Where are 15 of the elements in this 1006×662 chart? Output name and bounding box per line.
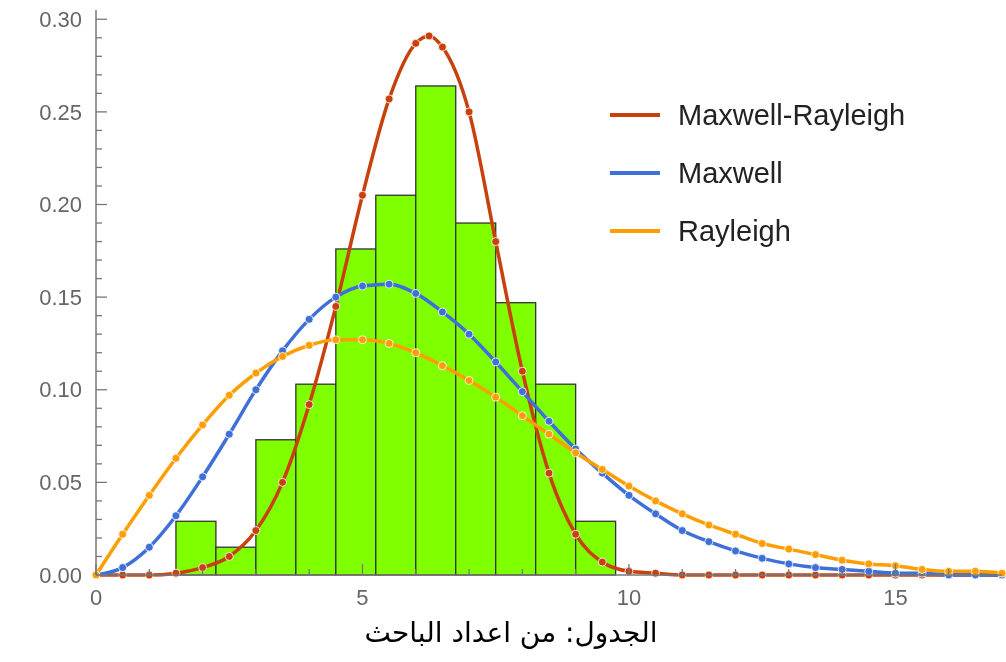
x-tick-label: 5 <box>356 585 369 610</box>
y-tick-label: 0.05 <box>39 470 82 496</box>
y-tick-label: 0.00 <box>39 562 82 588</box>
x-tick-label: 10 <box>616 585 642 610</box>
y-tick-label: 0.25 <box>39 99 82 125</box>
legend-label: Maxwell-Rayleigh <box>678 99 906 132</box>
legend-label: Rayleigh <box>678 215 791 248</box>
x-tick-label: 15 <box>883 585 908 610</box>
text: الجدول: من اعداد الباحث <box>364 616 658 649</box>
y-tick-label: 0.20 <box>39 192 82 218</box>
y-tick-label: 0.30 <box>39 6 82 32</box>
y-tick-label: 0.15 <box>39 284 82 310</box>
y-tick-label: 0.10 <box>39 377 82 403</box>
legend-label: Maxwell <box>678 157 783 190</box>
x-tick-label: 0 <box>89 585 103 610</box>
